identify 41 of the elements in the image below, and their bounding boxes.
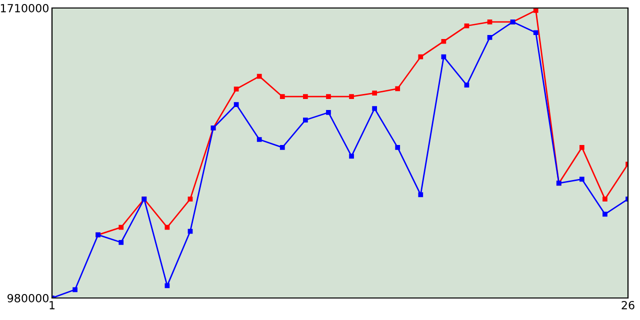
point — [164, 283, 170, 288]
point — [395, 145, 400, 150]
point — [303, 118, 308, 122]
point — [256, 137, 262, 142]
point — [234, 86, 239, 92]
point — [349, 94, 354, 100]
point — [464, 23, 470, 28]
point — [418, 54, 424, 60]
point — [280, 94, 285, 100]
point — [372, 106, 377, 111]
x-tick-label: 26 — [622, 300, 634, 310]
point — [464, 82, 470, 88]
point — [234, 102, 239, 107]
point — [326, 94, 331, 100]
point — [418, 192, 424, 198]
point — [280, 145, 285, 150]
point — [326, 110, 331, 115]
point — [164, 224, 170, 230]
point — [487, 19, 492, 24]
point — [303, 94, 308, 100]
point — [533, 30, 538, 36]
point — [487, 34, 492, 40]
point — [579, 176, 584, 182]
point — [349, 154, 354, 159]
point — [579, 145, 584, 150]
point — [118, 240, 124, 245]
point — [533, 8, 538, 13]
point — [256, 74, 262, 79]
point — [395, 86, 400, 92]
point — [118, 224, 124, 230]
y-tick-label: 980000 — [8, 294, 48, 302]
point — [372, 90, 377, 96]
point — [72, 287, 78, 292]
point — [188, 228, 193, 234]
x-tick-label: 1 — [50, 301, 55, 310]
point — [441, 38, 446, 44]
point — [602, 212, 608, 217]
y-tick-label: 1710000 — [0, 4, 48, 12]
point — [441, 54, 446, 60]
point — [602, 196, 608, 202]
point — [188, 196, 193, 202]
